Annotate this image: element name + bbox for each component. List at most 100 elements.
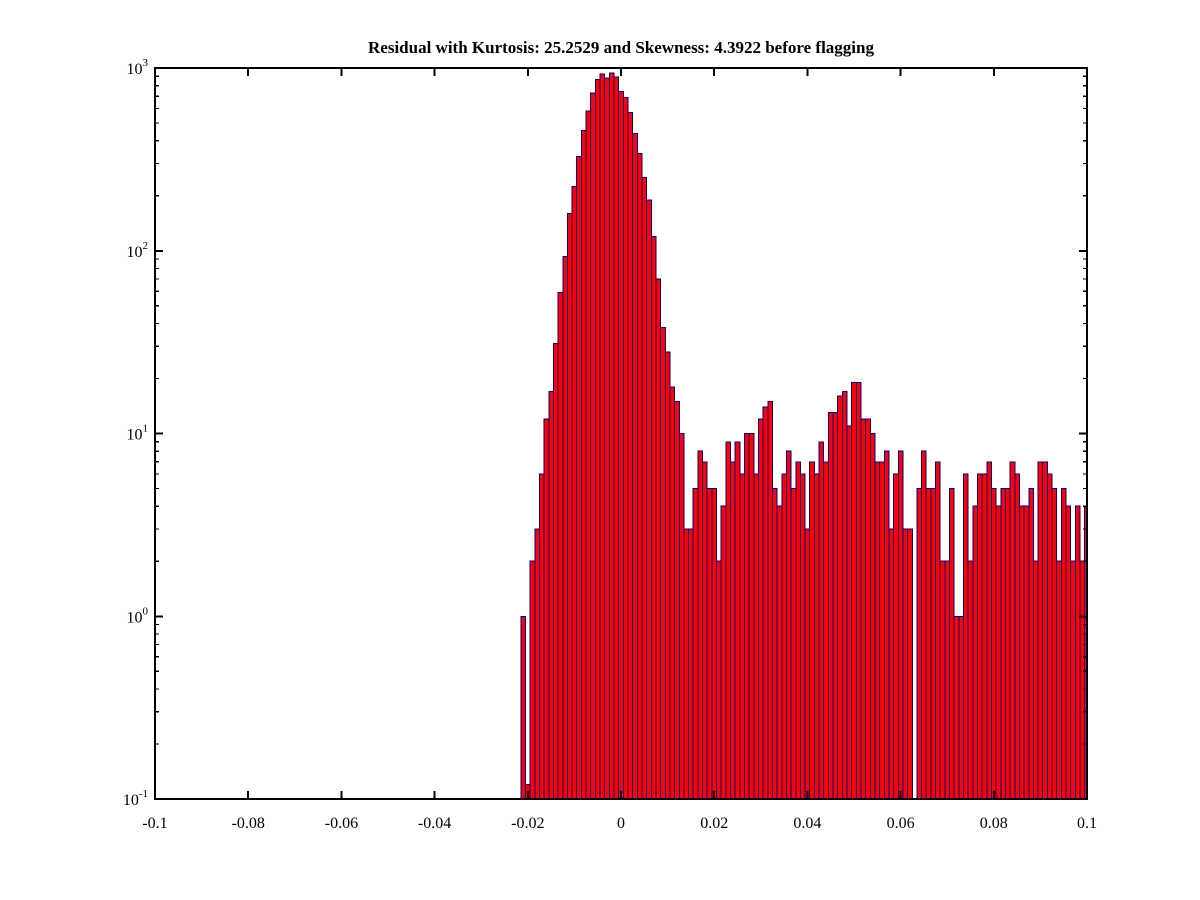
- histogram-bar: [795, 461, 801, 800]
- histogram-bar: [576, 156, 582, 800]
- histogram-bar: [688, 528, 694, 800]
- histogram-bar: [669, 386, 676, 800]
- histogram-bar: [865, 418, 871, 800]
- chart-title: Residual with Kurtosis: 25.2529 and Skew…: [368, 38, 874, 57]
- histogram-bar: [1051, 488, 1058, 800]
- histogram-bar: [767, 400, 773, 800]
- histogram-bar: [757, 418, 764, 800]
- histogram-bar: [1000, 488, 1006, 800]
- y-tick-label: 101: [127, 423, 149, 444]
- histogram-bar: [636, 153, 643, 800]
- histogram-bar: [921, 450, 927, 800]
- histogram-bar: [1004, 488, 1011, 800]
- histogram-bar: [949, 488, 955, 800]
- histogram-bar: [720, 505, 727, 800]
- histogram-bar: [562, 256, 568, 800]
- histogram-bar: [557, 292, 564, 800]
- histogram-bar: [1028, 488, 1034, 800]
- histogram-bar: [879, 461, 885, 800]
- histogram-bar: [706, 488, 713, 800]
- y-tick-label: 100: [127, 605, 149, 626]
- histogram-bar: [874, 461, 881, 800]
- histogram-bar: [869, 433, 876, 800]
- histogram-bar: [571, 186, 578, 800]
- histogram-bar: [818, 441, 825, 800]
- histogram-bar: [1014, 473, 1020, 800]
- bars-group: [520, 72, 1088, 800]
- histogram-bar: [1009, 461, 1016, 800]
- histogram-bar: [1023, 505, 1030, 800]
- histogram-bar: [678, 433, 685, 800]
- histogram-bar: [785, 450, 792, 800]
- histogram-bar: [1060, 488, 1067, 800]
- histogram-bar: [543, 418, 550, 800]
- x-tick-label: 0.04: [793, 815, 821, 832]
- histogram-bar: [953, 615, 960, 800]
- histogram-bar: [888, 528, 895, 800]
- histogram-bar: [990, 488, 997, 800]
- histogram-bar: [897, 450, 904, 800]
- histogram-bar: [646, 199, 652, 800]
- histogram-bar: [855, 382, 862, 800]
- histogram-bar: [613, 76, 620, 800]
- histogram-bar: [608, 72, 615, 800]
- histogram-bar: [641, 177, 648, 800]
- axes-group: [154, 67, 1088, 800]
- histogram-bar: [823, 461, 829, 800]
- x-tick-label: -0.08: [232, 815, 265, 832]
- histogram-bar: [925, 488, 932, 800]
- histogram-bar: [585, 110, 592, 800]
- histogram-bar: [599, 73, 606, 800]
- histogram-bar: [939, 560, 946, 800]
- histogram-bar: [916, 488, 923, 800]
- histogram-bar: [995, 505, 1002, 800]
- x-tick-label: -0.1: [142, 815, 167, 832]
- histogram-bar: [944, 560, 951, 800]
- histogram-bar: [1074, 505, 1081, 800]
- x-tick-label: 0.08: [980, 815, 1008, 832]
- histogram-bar: [827, 412, 834, 800]
- histogram-bar: [893, 473, 899, 800]
- histogram-bar: [632, 133, 638, 800]
- histogram-bar: [664, 351, 671, 800]
- x-tick-label: 0.1: [1077, 815, 1097, 832]
- histogram-bar: [674, 400, 680, 800]
- histogram-bar: [702, 461, 708, 800]
- histogram-bar: [963, 473, 969, 800]
- histogram-bar: [837, 395, 843, 800]
- y-tick-label: 102: [127, 240, 149, 261]
- histogram-bar: [1042, 461, 1048, 800]
- histogram-bar: [692, 488, 699, 800]
- histogram-bar: [813, 473, 820, 800]
- histogram-bar: [771, 488, 778, 800]
- histogram-bar: [935, 461, 941, 800]
- histogram-bar: [739, 473, 745, 800]
- axis-labels-group: -0.1 -0.08 -0.06 -0.04 -0.02 0 0.02 0.04 0.06 0.0…: [123, 57, 1097, 832]
- histogram-bar: [566, 212, 573, 800]
- histogram-bar: [1046, 473, 1053, 800]
- histogram-bar: [1070, 560, 1076, 800]
- histogram-bar: [781, 473, 787, 800]
- histogram-bar: [683, 528, 690, 800]
- histogram-bar: [851, 382, 857, 800]
- histogram-bar: [743, 433, 750, 800]
- histogram-bar: [930, 488, 937, 800]
- histogram-bar: [627, 112, 634, 800]
- histogram-bar: [1037, 461, 1044, 800]
- histogram-bar: [590, 92, 596, 800]
- x-tick-label: -0.02: [511, 815, 544, 832]
- x-tick-label: -0.06: [325, 815, 358, 832]
- histogram-bar: [907, 528, 913, 800]
- histogram-bar: [618, 90, 624, 800]
- histogram-bar: [841, 390, 848, 800]
- histogram-bar: [958, 615, 965, 800]
- histogram-bar: [594, 79, 601, 800]
- x-tick-label: 0.02: [700, 815, 728, 832]
- histogram-bar: [1018, 505, 1025, 800]
- histogram-bar: [832, 412, 839, 800]
- x-tick-label: 0: [617, 815, 625, 832]
- histogram-bar: [762, 406, 769, 800]
- histogram-bar: [799, 473, 806, 800]
- histogram-bar: [711, 488, 718, 800]
